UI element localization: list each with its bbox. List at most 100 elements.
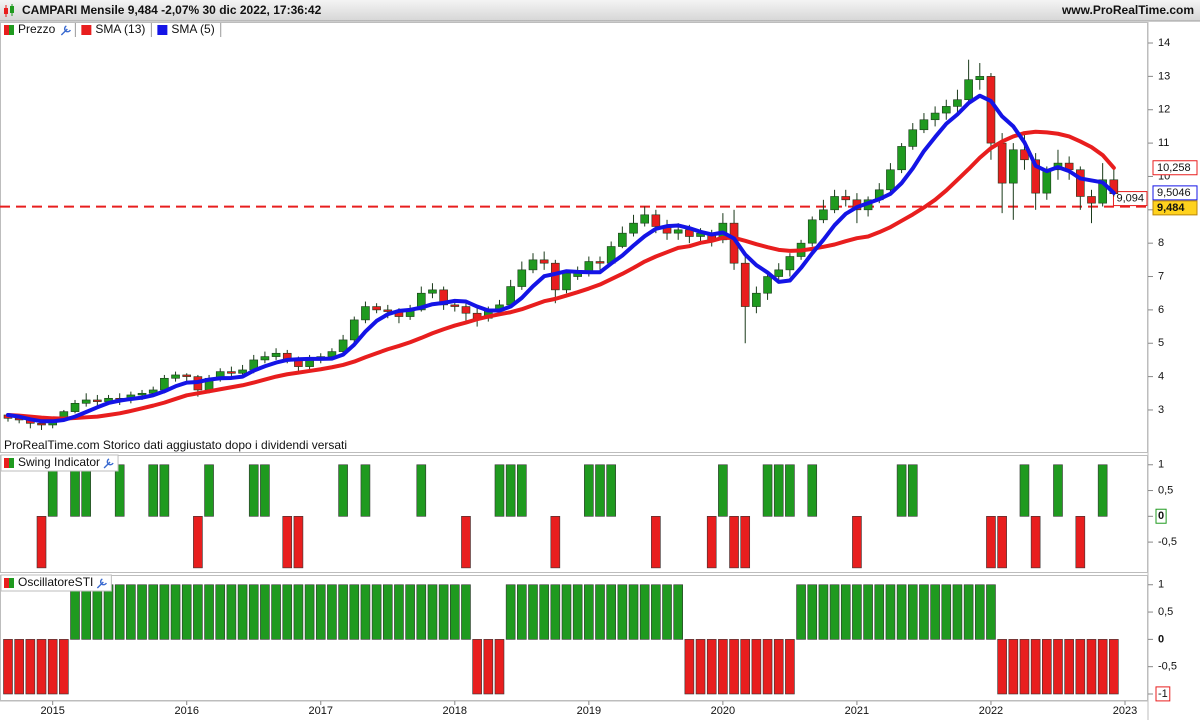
candle-body	[629, 222, 638, 234]
indicator-bar	[885, 584, 896, 640]
indicator-bar	[606, 584, 616, 640]
indicator-bar	[528, 584, 538, 640]
indicator-bar	[1019, 639, 1030, 695]
indicator-bar	[81, 584, 91, 640]
indicator-bar	[3, 639, 13, 695]
price-note: ProRealTime.com Storico dati aggiustato …	[4, 438, 347, 452]
indicator-bar	[517, 464, 527, 517]
indicator-bar	[338, 584, 348, 640]
candle-body	[740, 262, 750, 307]
panel-title: OscillatoreSTI	[18, 575, 93, 589]
candle-body	[171, 374, 180, 379]
indicator-bar	[762, 639, 773, 695]
candle-body	[37, 423, 46, 426]
candle-body	[562, 272, 571, 291]
indicator-bar	[193, 516, 203, 569]
x-tick-label: 2019	[577, 705, 601, 717]
legend-label[interactable]: SMA (5)	[171, 22, 214, 36]
candle-body	[785, 256, 795, 271]
indicator-bar	[561, 584, 572, 640]
settings-icon[interactable]	[96, 578, 107, 589]
panel-icon	[9, 458, 14, 468]
y-tick-label: 0,5	[1158, 484, 1173, 496]
indicator-bar	[1109, 639, 1119, 695]
sma-line	[6, 129, 1116, 421]
indicator-bar	[907, 464, 918, 517]
sma-line	[6, 93, 1116, 424]
plots: 3456789101112131410,50-0,510,50-0,5-1201…	[0, 37, 1198, 717]
indicator-bar	[103, 584, 114, 640]
indicator-bar	[505, 584, 516, 640]
y-tick-label: 1	[1158, 459, 1164, 471]
panel-icon	[4, 578, 9, 588]
indicator-bar	[595, 584, 605, 640]
indicator-bar	[70, 464, 80, 517]
indicator-bar	[92, 584, 103, 640]
indicator-bar	[974, 584, 985, 640]
panel-title-bg	[0, 454, 119, 472]
header-title: CAMPARI Mensile 9,484 -2,07% 30 dic 2022…	[22, 3, 322, 17]
indicator-bar	[148, 464, 159, 517]
indicator-bar	[539, 584, 549, 640]
swing-panel	[0, 455, 1148, 573]
indicator-bar	[405, 584, 415, 640]
candle-body	[1098, 179, 1107, 204]
indicator-bar	[584, 464, 594, 517]
settings-icon[interactable]	[103, 458, 114, 469]
indicator-bar	[193, 584, 203, 640]
indicator-bar	[829, 584, 840, 640]
candle-body	[997, 142, 1007, 184]
indicator-bar	[1030, 516, 1041, 569]
last-value-box	[1155, 686, 1171, 702]
indicator-bar	[896, 464, 907, 517]
indicator-bar	[25, 639, 36, 695]
indicator-bar	[148, 584, 159, 640]
indicator-bar	[204, 584, 214, 640]
candle-body	[941, 106, 951, 114]
indicator-bar	[327, 584, 337, 640]
candle-body	[752, 292, 761, 307]
legend-label[interactable]: SMA (13)	[95, 22, 145, 36]
y-tick-label: 12	[1158, 104, 1170, 116]
candle-body	[1042, 169, 1052, 194]
indicator-bar	[773, 464, 784, 517]
indicator-bar	[1086, 639, 1097, 695]
y-tick-label: 0	[1158, 633, 1164, 645]
indicator-bar	[997, 516, 1007, 569]
x-tick-label: 2020	[711, 705, 735, 717]
indicator-bar	[550, 584, 561, 640]
header-site[interactable]: www.ProRealTime.com	[1061, 3, 1194, 17]
candle-body	[260, 356, 270, 361]
candle-body	[774, 269, 784, 277]
legend-label[interactable]: Prezzo	[18, 22, 56, 36]
indicator-bar	[807, 464, 818, 517]
indicator-bar	[70, 584, 80, 640]
indicator-bar	[282, 516, 293, 569]
indicator-bar	[986, 584, 996, 640]
settings-icon[interactable]	[60, 25, 71, 36]
indicator-bar	[729, 639, 739, 695]
candle-body	[1008, 149, 1018, 184]
candle-body	[81, 399, 91, 404]
candle-body	[70, 402, 80, 412]
candle-body	[908, 129, 918, 147]
indicator-bar	[494, 639, 505, 695]
last-value-label: 9,5046	[1157, 187, 1191, 199]
candle-body	[930, 112, 940, 121]
candle-body	[640, 214, 649, 224]
indicator-bar	[617, 584, 628, 640]
indicator-bar	[315, 584, 326, 640]
indicator-bar	[1064, 639, 1074, 695]
y-tick-label: 0,5	[1158, 606, 1173, 618]
indicator-bar	[606, 464, 616, 517]
candle-body	[830, 196, 839, 211]
x-tick-label: 2016	[174, 705, 198, 717]
candle-body	[975, 76, 985, 81]
y-tick-label: -1	[1158, 688, 1168, 700]
indicator-bar	[159, 584, 170, 640]
indicator-bar	[47, 639, 58, 695]
y-tick-label: 14	[1158, 37, 1170, 49]
indicator-bar	[204, 464, 214, 517]
indicator-bar	[740, 639, 751, 695]
indicator-bar	[181, 584, 192, 640]
